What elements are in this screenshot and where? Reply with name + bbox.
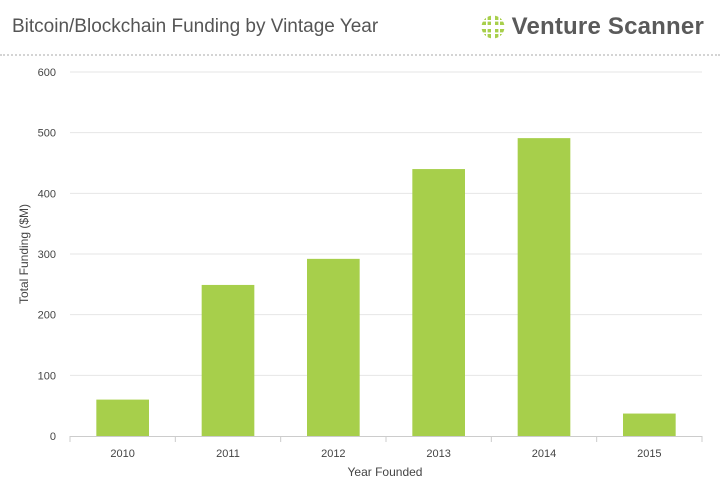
- y-tick-label: 400: [38, 188, 56, 200]
- bar-2013: [412, 169, 465, 437]
- bar-2012: [307, 258, 360, 436]
- bar-2015: [623, 413, 676, 436]
- y-tick-label: 100: [38, 370, 56, 382]
- y-tick-label: 0: [50, 431, 56, 443]
- x-axis-title: Year Founded: [348, 465, 423, 479]
- x-tick-label: 2014: [532, 448, 556, 460]
- header: Bitcoin/Blockchain Funding by Vintage Ye…: [0, 0, 720, 54]
- y-tick-label: 600: [38, 67, 56, 79]
- y-axis-title: Total Funding ($M): [17, 204, 31, 304]
- x-tick-label: 2012: [321, 448, 345, 460]
- y-tick-label: 200: [38, 310, 56, 322]
- brand: Venture Scanner: [480, 10, 704, 44]
- x-tick-label: 2015: [637, 448, 661, 460]
- x-tick-label: 2013: [426, 448, 450, 460]
- x-tick-label: 2011: [216, 448, 240, 460]
- y-tick-label: 500: [38, 128, 56, 140]
- venture-scanner-logo-icon: [480, 15, 505, 39]
- y-tick-label: 300: [38, 249, 56, 261]
- x-tick-label: 2010: [110, 448, 134, 460]
- brand-name: Venture Scanner: [511, 13, 704, 40]
- header-divider: [0, 54, 720, 56]
- bar-2011: [201, 284, 255, 436]
- bar-2014: [517, 138, 571, 437]
- chart-title: Bitcoin/Blockchain Funding by Vintage Ye…: [12, 16, 379, 37]
- bar-2010: [96, 399, 149, 436]
